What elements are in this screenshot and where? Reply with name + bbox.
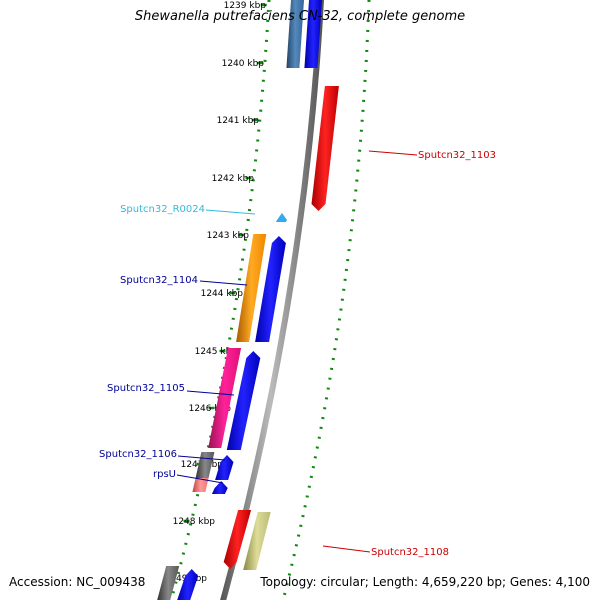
kbp-label-1240: 1240 kbp bbox=[222, 59, 265, 69]
leader-line-1108 bbox=[322, 545, 371, 553]
kbp-label-1244: 1244 kbp bbox=[201, 289, 244, 299]
feature-magenta-1105[interactable] bbox=[208, 348, 242, 448]
kbp-label-1248: 1248 kbp bbox=[173, 517, 216, 527]
gene-label-sputcn32-r0024[interactable]: Sputcn32_R0024 bbox=[120, 204, 205, 215]
feature-orange-1104[interactable] bbox=[236, 234, 267, 342]
genome-title: Shewanella putrefaciens CN-32, complete … bbox=[134, 9, 466, 24]
kbp-label-1245: 1245 kbp bbox=[195, 347, 238, 357]
feature-blue-1105[interactable] bbox=[226, 351, 261, 450]
topology-summary: Topology: circular; Length: 4,659,220 bp… bbox=[260, 575, 590, 589]
gene-label-sputcn32-1106[interactable]: Sputcn32_1106 bbox=[99, 449, 177, 460]
leader-line-rpsu bbox=[176, 474, 224, 484]
leader-line-1106 bbox=[177, 455, 226, 461]
feature-rna-r0024[interactable] bbox=[275, 213, 287, 222]
feature-red-1103[interactable] bbox=[311, 86, 339, 211]
feature-gray-1249[interactable] bbox=[157, 566, 180, 600]
feature-blue-1249[interactable] bbox=[177, 569, 199, 600]
gene-features bbox=[157, 0, 339, 600]
leader-line-1104 bbox=[199, 280, 248, 286]
leader-line-r0024 bbox=[205, 209, 256, 215]
leader-line-1103 bbox=[368, 150, 418, 156]
feature-blue-1106[interactable] bbox=[215, 455, 234, 480]
accession-text: Accession: NC_009438 bbox=[9, 575, 146, 589]
kbp-label-1246: 1246 kbp bbox=[189, 404, 232, 414]
gene-label-rpsu[interactable]: rpsU bbox=[153, 469, 176, 480]
kbp-label-1243: 1243 kbp bbox=[207, 231, 250, 241]
kbp-label-1239: 1239 kbp bbox=[224, 1, 267, 11]
gene-label-sputcn32-1104[interactable]: Sputcn32_1104 bbox=[120, 275, 198, 286]
feature-blue-1104[interactable] bbox=[255, 236, 286, 342]
gene-label-sputcn32-1105[interactable]: Sputcn32_1105 bbox=[107, 383, 185, 394]
leader-lines bbox=[176, 150, 418, 553]
feature-blue-rpsu[interactable] bbox=[211, 481, 228, 494]
leader-line-1105 bbox=[186, 390, 235, 396]
inner-dotted-ring bbox=[168, 0, 271, 604]
feature-khaki-1108[interactable] bbox=[243, 512, 271, 570]
genome-backbone bbox=[219, 0, 325, 604]
feature-red-1108[interactable] bbox=[223, 510, 252, 569]
feature-pink-rpsu[interactable] bbox=[192, 478, 209, 492]
kbp-label-1241: 1241 kbp bbox=[217, 116, 260, 126]
kbp-label-1242: 1242 kbp bbox=[212, 174, 255, 184]
feature-blue-1239[interactable] bbox=[304, 0, 322, 68]
feature-steel-1239[interactable] bbox=[286, 0, 304, 68]
gene-label-sputcn32-1108[interactable]: Sputcn32_1108 bbox=[371, 547, 449, 558]
outer-dotted-ring bbox=[280, 0, 371, 604]
gene-label-sputcn32-1103[interactable]: Sputcn32_1103 bbox=[418, 150, 496, 161]
